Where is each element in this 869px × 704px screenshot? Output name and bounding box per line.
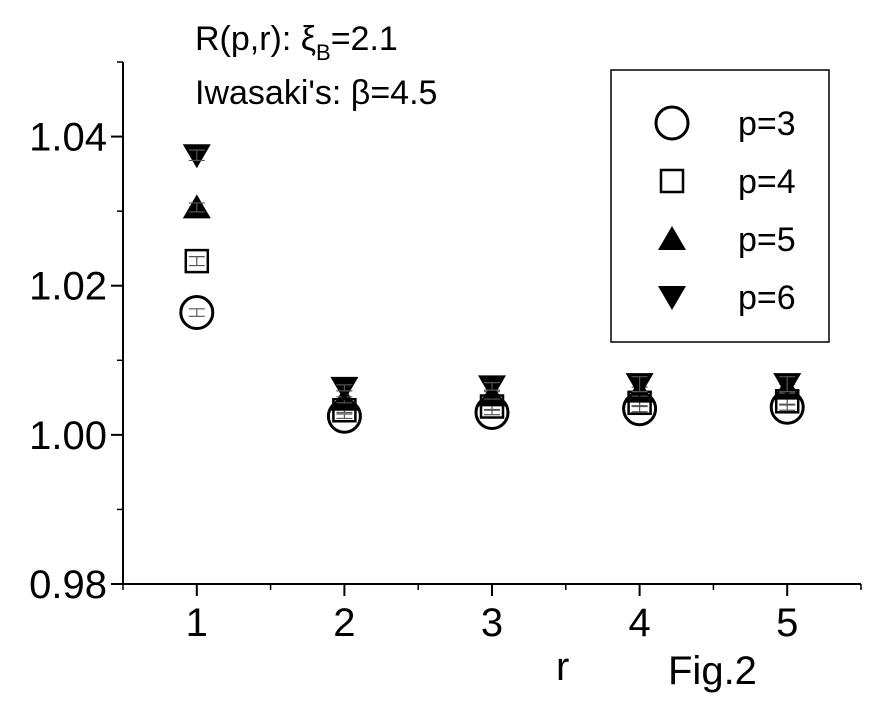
- legend: p=3 p=4 p=5 p=6: [610, 69, 830, 343]
- legend-marker: [658, 226, 686, 250]
- x-tick-label: 4: [628, 601, 650, 645]
- annotation-line2: Iwasaki's: β=4.5: [195, 74, 437, 112]
- figure-label: Fig.2: [668, 649, 757, 693]
- x-tick-label: 3: [481, 601, 503, 645]
- x-axis-label: r: [556, 645, 569, 689]
- y-tick-label: 1.00: [29, 414, 107, 458]
- data-point: [179, 295, 215, 331]
- series-p6: [182, 144, 802, 401]
- legend-marker: [654, 105, 690, 141]
- data-point: [184, 248, 210, 274]
- legend-label: p=4: [738, 163, 796, 201]
- legend-marker: [658, 286, 686, 310]
- x-tick-label: 5: [776, 601, 798, 645]
- y-tick-label: 1.02: [29, 265, 107, 309]
- y-tick-label: 0.98: [29, 563, 107, 607]
- data-marks: [179, 144, 805, 434]
- legend-marker: [659, 168, 685, 194]
- ticks: 0.98 1.00 1.02 1.04 1 2 3 4 5: [29, 61, 862, 645]
- annotation-line1-tail: =2.1: [331, 20, 398, 58]
- legend-label: p=5: [738, 221, 796, 259]
- y-tick-label: 1.04: [29, 116, 107, 160]
- legend-label: p=3: [738, 105, 796, 143]
- annotation-line1: R(p,r): ξB=2.1: [195, 20, 398, 65]
- legend-box: [610, 69, 830, 343]
- x-tick-label: 1: [186, 601, 208, 645]
- annotation-line1-main: R(p,r): ξ: [195, 20, 316, 58]
- legend-label: p=6: [738, 279, 796, 317]
- x-tick-label: 2: [333, 601, 355, 645]
- annotation-line1-sub: B: [316, 40, 331, 65]
